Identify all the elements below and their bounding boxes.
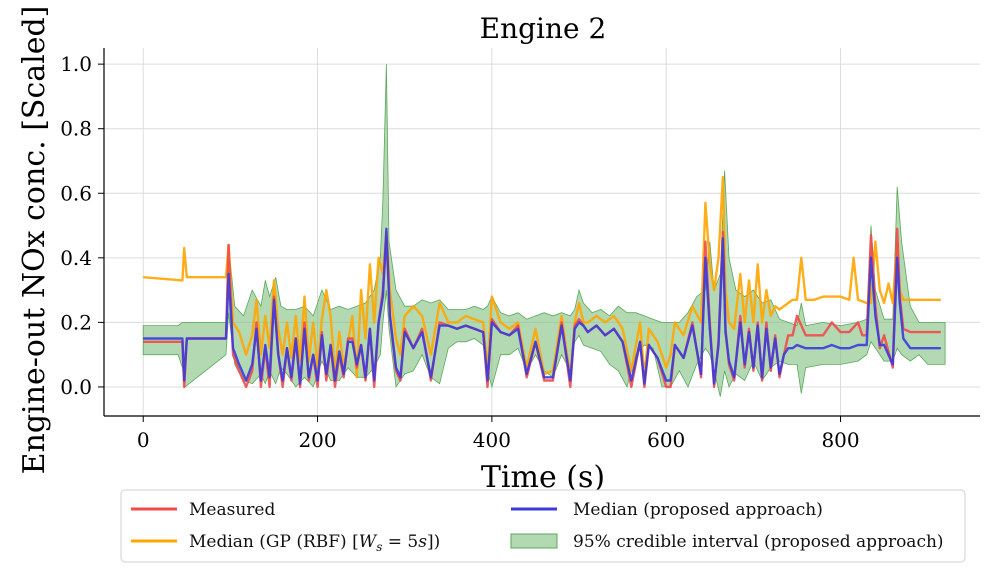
legend-gp-eq: = 5 (382, 532, 418, 552)
legend-label-gp-median: Median (GP (RBF) [Ws = 5s]) (189, 532, 440, 554)
series-line-measured (143, 227, 941, 389)
legend-swatch-interval (510, 533, 558, 549)
y-tick-label: 1.0 (60, 52, 92, 76)
chart-title: Engine 2 (480, 12, 607, 45)
x-tick-label: 0 (137, 428, 150, 452)
legend-label-measured: Measured (189, 500, 275, 520)
legend: Measured Median (GP (RBF) [Ws = 5s]) Med… (120, 489, 966, 563)
y-tick-label: 0.4 (60, 246, 92, 270)
y-ticks: 0.0 0.2 0.4 0.6 0.8 1.0 (60, 52, 104, 399)
legend-gp-unit: s (418, 532, 427, 552)
y-tick-label: 0.6 (60, 181, 92, 205)
x-tick-label: 200 (298, 428, 336, 452)
y-tick-label: 0.8 (60, 117, 92, 141)
x-tick-label: 400 (473, 428, 511, 452)
x-axis-label: Time (s) (481, 460, 605, 495)
y-axis-label: Engine-out NOx conc. [Scaled] (17, 6, 52, 475)
plot-area (142, 64, 946, 397)
y-tick-label: 0.0 (60, 375, 92, 399)
x-tick-label: 600 (647, 428, 685, 452)
legend-frame (120, 489, 966, 563)
legend-label-interval: 95% credible interval (proposed approach… (573, 532, 944, 552)
x-ticks: 0 200 400 600 800 (137, 416, 860, 452)
legend-gp-math: W (359, 532, 378, 552)
legend-label-proposed-median: Median (proposed approach) (573, 500, 823, 520)
legend-gp-sub: s (376, 540, 382, 554)
series-line-proposed-median (143, 227, 941, 385)
axes (103, 48, 980, 417)
x-tick-label: 800 (821, 428, 859, 452)
y-tick-label: 0.2 (60, 310, 92, 334)
legend-gp-tail: ]) (427, 532, 440, 552)
legend-gp-part-1: Median (GP (RBF) [ (189, 532, 359, 552)
